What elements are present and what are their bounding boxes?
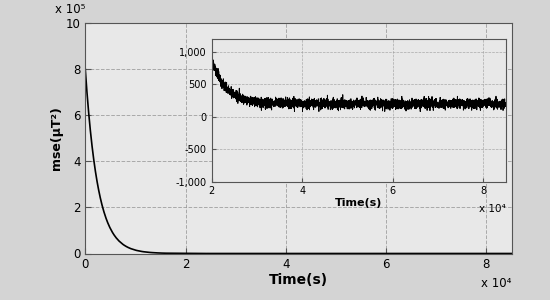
X-axis label: Time(s): Time(s) <box>269 273 328 287</box>
Text: x 10⁴: x 10⁴ <box>481 277 512 290</box>
Text: x 10⁵: x 10⁵ <box>56 3 86 16</box>
X-axis label: Time(s): Time(s) <box>335 198 383 208</box>
Text: x 10⁴: x 10⁴ <box>479 204 506 214</box>
Y-axis label: mse(μT²): mse(μT²) <box>50 106 63 170</box>
